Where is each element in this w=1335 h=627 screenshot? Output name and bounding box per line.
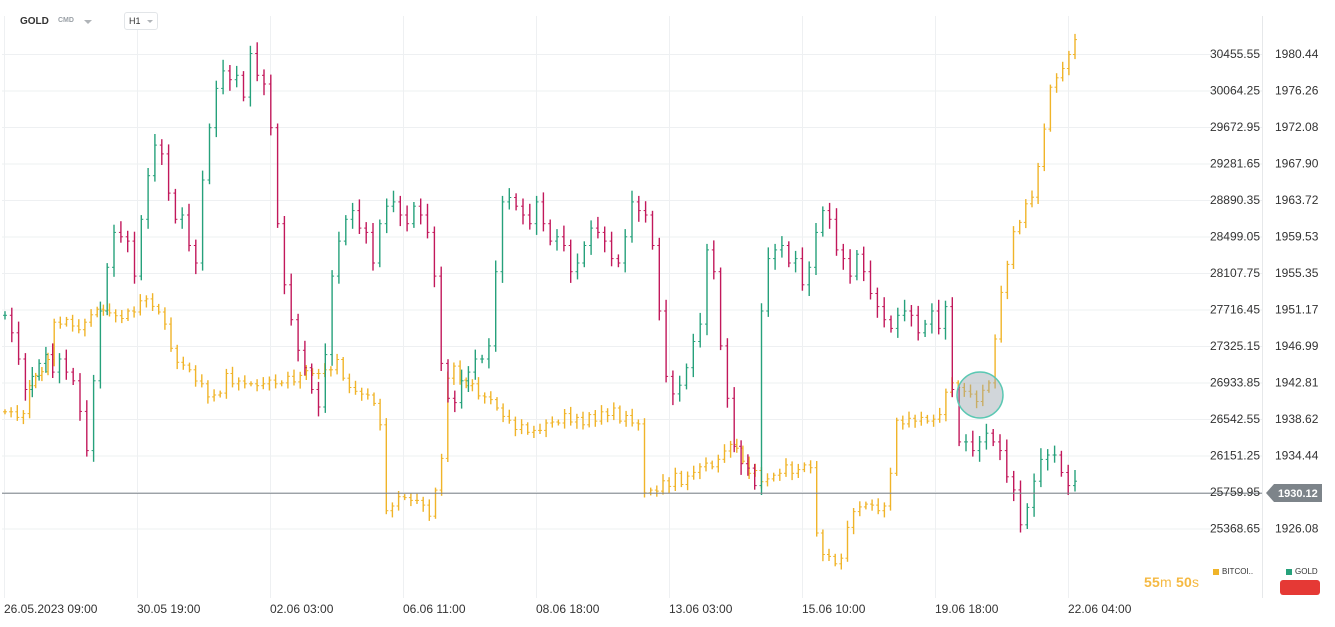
countdown-minutes-unit: m [1159,574,1172,590]
cursor-marker [956,371,1004,419]
legend-item-gold[interactable]: GOLD [1286,567,1318,576]
bitcoin-series [3,33,1077,570]
symbol-type: CMD [58,17,74,24]
time-axis-tick: 22.06 04:00 [1068,602,1132,616]
time-axis-tick: 15.06 10:00 [802,602,866,616]
left-axis-tick: 26933.85 [1210,376,1260,390]
left-axis-tick: 25759.95 [1210,485,1260,499]
right-axis-tick: 1942.81 [1275,376,1319,390]
time-axis-tick: 19.06 18:00 [935,602,999,616]
left-axis-tick: 28890.35 [1210,193,1260,207]
right-axis-tick: 1926.08 [1275,522,1319,536]
bitcoin-swatch [1213,568,1219,575]
time-axis-tick: 30.05 19:00 [137,602,201,616]
left-axis-tick: 26151.25 [1210,449,1260,463]
legend-item-bitcoin[interactable]: BITCOI.. [1213,567,1253,576]
left-axis-tick: 29281.65 [1210,157,1260,171]
left-axis-tick: 30064.25 [1210,84,1260,98]
left-axis-tick: 28107.75 [1210,266,1260,280]
candle-countdown: 55m 50s [1144,574,1199,590]
left-axis-tick: 27716.45 [1210,303,1260,317]
legend-bitcoin-label: BITCOI.. [1222,567,1254,576]
right-axis-tick: 1934.44 [1275,449,1319,463]
countdown-minutes: 55 [1144,574,1160,590]
legend-gold-label: GOLD [1295,567,1318,576]
chart-toolbar: GOLD CMD H1 [0,8,600,34]
gold-swatch [1286,568,1292,575]
time-axis-tick: 08.06 18:00 [536,602,600,616]
right-axis-tick: 1976.26 [1275,84,1319,98]
chevron-down-icon[interactable] [84,20,92,24]
left-axis-tick: 27325.15 [1210,339,1260,353]
current-price-tag: 1930.12 [1266,484,1322,503]
left-axis-tick: 29672.95 [1210,120,1260,134]
left-axis-tick: 25368.65 [1210,522,1260,536]
countdown-seconds-unit: s [1191,574,1200,590]
chevron-down-icon [147,20,153,23]
right-axis-tick: 1980.44 [1275,47,1319,61]
time-axis-tick: 06.06 11:00 [403,602,466,616]
right-axis-tick: 1963.72 [1275,193,1319,207]
timeframe-label: H1 [129,16,141,26]
right-axis-tick: 1946.99 [1275,339,1319,353]
right-axis-ticks: 1980.44 1976.26 1972.08 1967.90 1963.72 1959.… [1275,47,1319,536]
gold-series [3,42,1077,533]
right-axis-tick: 1951.17 [1275,303,1319,317]
chart-grid [2,16,1263,598]
sell-button[interactable] [1280,580,1320,595]
left-axis-tick: 26542.55 [1210,412,1260,426]
time-axis-ticks: 26.05.2023 09:00 30.05 19:00 02.06 03:00 06… [4,602,1132,616]
time-axis-tick: 13.06 03:00 [669,602,733,616]
right-axis-tick: 1967.90 [1275,157,1319,171]
left-axis-tick: 30455.55 [1210,47,1260,61]
right-axis-tick: 1972.08 [1275,120,1319,134]
left-axis-tick: 28499.05 [1210,230,1260,244]
timeframe-selector[interactable]: H1 [124,12,158,30]
right-axis-tick: 1938.62 [1275,412,1319,426]
symbol-name[interactable]: GOLD [20,16,49,27]
left-axis-ticks: 30455.55 30064.25 29672.95 29281.65 28890.35… [1210,47,1260,536]
countdown-seconds: 50 [1175,574,1192,590]
time-axis-tick: 26.05.2023 09:00 [4,602,98,616]
right-axis-tick: 1955.35 [1275,266,1319,280]
time-axis-tick: 02.06 03:00 [270,602,334,616]
current-price-label: 1930.12 [1278,488,1318,500]
right-axis-tick: 1959.53 [1275,230,1319,244]
